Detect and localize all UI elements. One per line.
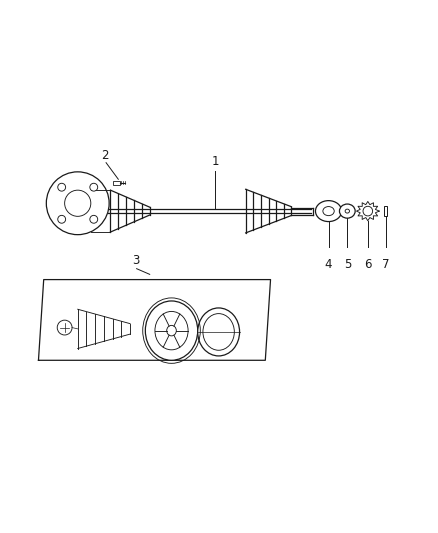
Circle shape — [90, 215, 98, 223]
Circle shape — [64, 190, 91, 216]
Ellipse shape — [339, 204, 354, 218]
Circle shape — [58, 215, 65, 223]
Circle shape — [362, 206, 372, 216]
Bar — [113, 181, 120, 185]
Ellipse shape — [202, 313, 234, 350]
Text: 6: 6 — [363, 258, 371, 271]
Polygon shape — [356, 201, 378, 221]
Ellipse shape — [197, 308, 239, 356]
Polygon shape — [39, 280, 270, 360]
Text: 4: 4 — [324, 258, 332, 271]
Ellipse shape — [315, 200, 341, 222]
Ellipse shape — [344, 209, 349, 213]
Text: 2: 2 — [101, 149, 108, 162]
Ellipse shape — [166, 325, 176, 336]
Text: 3: 3 — [132, 254, 139, 268]
Ellipse shape — [145, 301, 197, 360]
Ellipse shape — [322, 207, 333, 216]
Circle shape — [90, 183, 98, 191]
Bar — [383, 206, 386, 216]
Text: 5: 5 — [343, 258, 350, 271]
Circle shape — [57, 320, 72, 335]
Text: 7: 7 — [381, 258, 389, 271]
Text: 1: 1 — [211, 155, 219, 168]
Ellipse shape — [155, 311, 187, 350]
Circle shape — [58, 183, 65, 191]
Circle shape — [46, 172, 109, 235]
